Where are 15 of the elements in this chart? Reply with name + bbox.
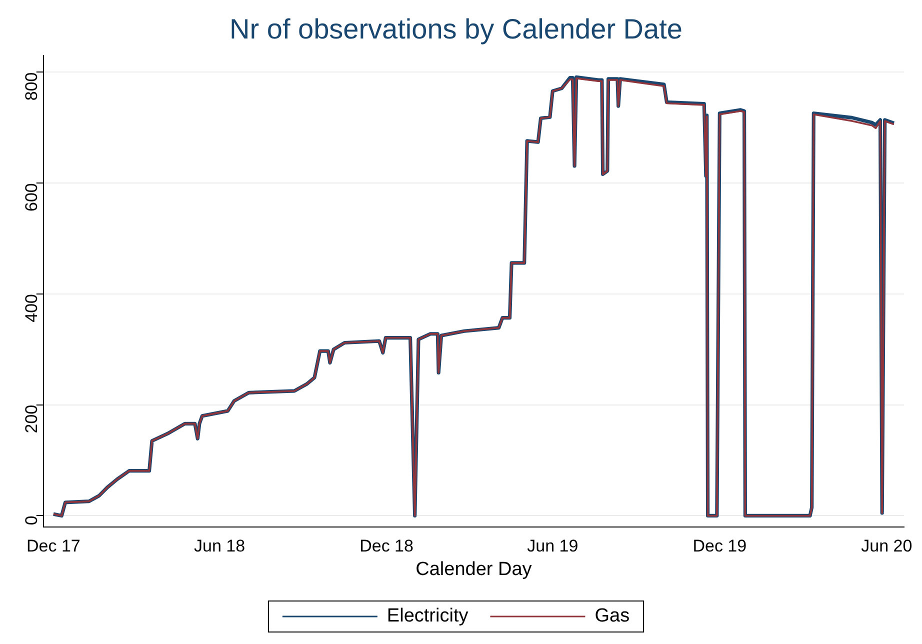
x-tick-label: Dec 17 — [26, 536, 80, 556]
x-tick-label: Jun 18 — [194, 536, 246, 556]
y-tick-label: 800 — [22, 72, 42, 101]
y-tick-label: 600 — [22, 183, 42, 212]
y-tick-label: 400 — [22, 294, 42, 322]
x-axis-title: Calender Day — [416, 558, 532, 580]
x-tick-label: Dec 18 — [360, 536, 414, 556]
x-tick-label: Jun 19 — [527, 536, 578, 556]
legend-label: Electricity — [386, 606, 469, 627]
x-tick-label: Jun 20 — [861, 536, 912, 556]
y-tick-label: 0 — [22, 516, 42, 526]
y-tick-label: 200 — [22, 404, 42, 434]
chart-title: Nr of observations by Calender Date — [230, 14, 682, 45]
x-tick-label: Dec 19 — [692, 536, 747, 556]
legend-label: Gas — [594, 606, 630, 627]
